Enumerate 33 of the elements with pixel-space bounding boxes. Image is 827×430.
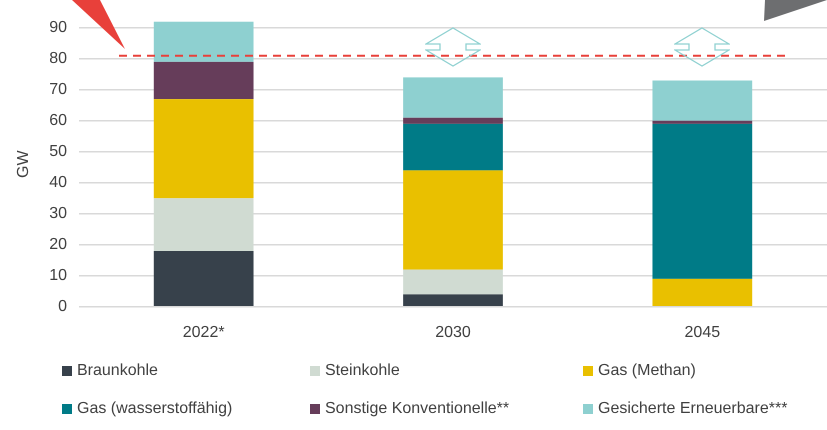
bar	[652, 80, 752, 121]
bar	[403, 294, 503, 306]
x-tick-label: 2030	[435, 324, 471, 341]
legend-label: Sonstige Konventionelle**	[325, 400, 510, 418]
y-tick-label: 50	[49, 143, 68, 160]
y-tick-label: 40	[49, 174, 68, 192]
x-tick-label: 2045	[684, 324, 720, 341]
bar	[154, 99, 254, 198]
legend-label: Braunkohle	[77, 362, 158, 380]
legend-label: Gesicherte Erneuerbare***	[598, 400, 788, 418]
x-tick-label: 2022*	[182, 324, 225, 341]
bar	[652, 278, 752, 306]
y-tick-label: 30	[49, 205, 68, 222]
y-tick-label: 90	[49, 19, 68, 36]
y-axis-title: GW	[15, 150, 32, 178]
bar	[403, 124, 503, 170]
y-tick-label: 70	[49, 81, 68, 98]
bar	[154, 251, 254, 306]
bar	[652, 120, 752, 124]
bar	[403, 170, 503, 270]
y-tick-label: 20	[49, 236, 68, 254]
y-tick-label: 60	[49, 112, 68, 130]
y-tick-label: 0	[58, 298, 68, 316]
legend-label: Gas (wasserstoffähig)	[77, 400, 232, 418]
bar	[154, 22, 254, 62]
bar	[403, 118, 503, 124]
bar	[652, 124, 752, 279]
legend-label: Gas (Methan)	[598, 362, 696, 380]
bar	[403, 77, 503, 118]
y-tick-label: 10	[49, 267, 68, 284]
legend-label: Steinkohle	[325, 362, 400, 380]
y-tick-label: 80	[49, 50, 68, 68]
bar	[154, 62, 254, 100]
